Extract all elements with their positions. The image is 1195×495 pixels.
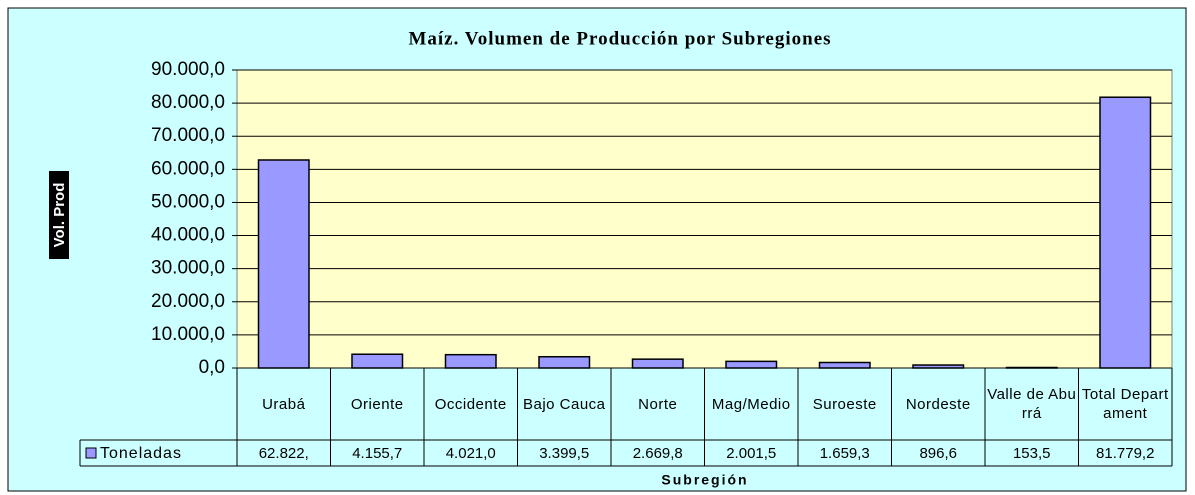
x-tick-label: Oriente <box>350 395 404 413</box>
value-label: 153,5 <box>1013 445 1051 462</box>
x-tick-label-box: Occidente <box>434 395 507 413</box>
x-tick-label: Total Departament <box>1081 386 1169 422</box>
x-tick-label: Urabá <box>262 395 306 413</box>
value-label: 81.779,2 <box>1096 445 1154 462</box>
y-tick-label: 40.000,0 <box>151 225 225 246</box>
x-tick-label: Valle de Aburrá <box>987 386 1077 422</box>
x-tick-label-box: Nordeste <box>905 395 971 413</box>
chart-title: Maíz. Volumen de Producción por Subregio… <box>408 28 831 49</box>
x-axis-title: Subregión <box>661 472 748 488</box>
x-tick-label-box: Mag/Medio <box>711 395 791 413</box>
x-tick-label-box: Urabá <box>262 395 306 413</box>
value-label: 896,6 <box>919 445 957 462</box>
x-tick-label: Suroeste <box>812 395 877 413</box>
value-label: 3.399,5 <box>539 445 589 462</box>
value-label: 4.021,0 <box>446 445 496 462</box>
value-label: 4.155,7 <box>352 445 402 462</box>
y-tick-label: 60.000,0 <box>151 158 225 179</box>
value-label: 62.822, <box>259 445 309 462</box>
bar <box>1099 96 1152 369</box>
x-tick-label-box: Total Departament <box>1081 386 1169 422</box>
bar <box>257 159 310 369</box>
y-tick-label: 0,0 <box>199 357 225 378</box>
bar <box>351 353 404 369</box>
bar <box>725 360 778 369</box>
y-tick-label: 50.000,0 <box>151 191 225 212</box>
plot-area <box>236 69 1173 369</box>
y-tick-label: 70.000,0 <box>151 125 225 146</box>
x-tick-label-box: Bajo Cauca <box>522 395 606 413</box>
x-tick-label: Bajo Cauca <box>522 395 606 413</box>
y-axis-title-bg <box>49 171 69 259</box>
x-tick-label: Norte <box>638 395 678 413</box>
x-tick-label-box: Oriente <box>350 395 404 413</box>
legend-label: Toneladas <box>100 445 182 462</box>
y-tick-label: 30.000,0 <box>151 258 225 279</box>
y-axis-title-group: Vol. Prod <box>49 171 69 259</box>
bar <box>912 364 965 369</box>
x-tick-label: Nordeste <box>905 395 971 413</box>
legend-key <box>85 447 97 459</box>
bar <box>818 361 871 369</box>
x-tick-label: Occidente <box>434 395 507 413</box>
bar <box>444 353 497 369</box>
y-tick-label: 20.000,0 <box>151 291 225 312</box>
y-tick-label: 10.000,0 <box>151 324 225 345</box>
x-tick-label-box: Valle de Aburrá <box>987 386 1077 422</box>
value-label: 1.659,3 <box>820 445 870 462</box>
y-tick-label: 80.000,0 <box>151 92 225 113</box>
bar <box>1005 366 1058 369</box>
x-tick-label: Mag/Medio <box>711 395 791 413</box>
x-tick-label-box: Norte <box>638 395 678 413</box>
value-label: 2.001,5 <box>726 445 776 462</box>
y-tick-label: 90.000,0 <box>151 59 225 80</box>
x-tick-label-box: Suroeste <box>812 395 877 413</box>
y-axis-title: Vol. Prod <box>51 183 68 248</box>
bar <box>631 358 684 369</box>
bar <box>538 355 591 369</box>
value-label: 2.669,8 <box>633 445 683 462</box>
